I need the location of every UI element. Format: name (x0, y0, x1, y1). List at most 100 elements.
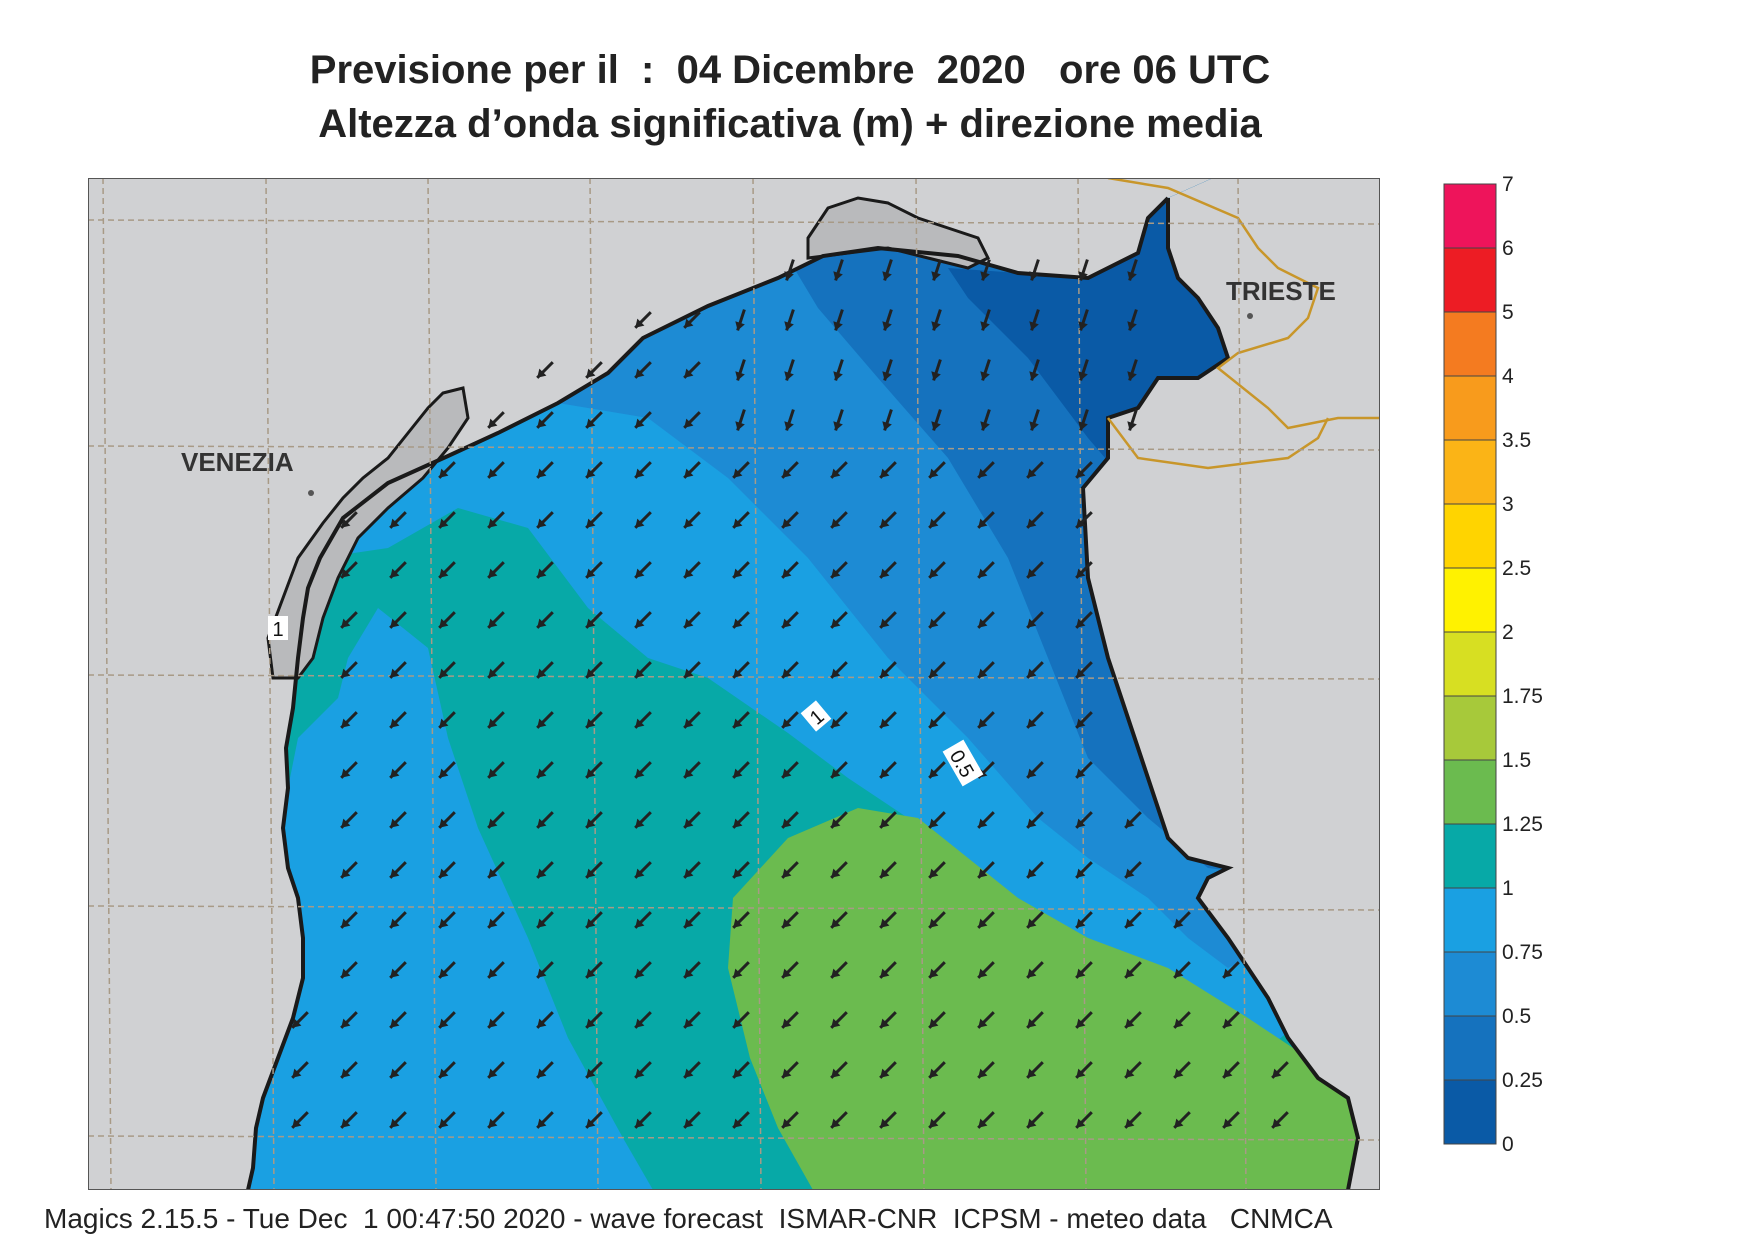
title-line-1: Previsione per il : 04 Dicembre 2020 ore… (309, 48, 1271, 92)
wave-arrow (340, 511, 358, 529)
wave-arrow (1026, 611, 1044, 629)
wave-arrow (1075, 661, 1093, 679)
wave-arrow (1029, 409, 1040, 431)
coastline-east (1080, 198, 1361, 1190)
wave-arrow (389, 811, 407, 829)
legend-tick-label: 4 (1502, 365, 1514, 388)
wave-arrow (1075, 1011, 1093, 1029)
wave-arrow (928, 711, 946, 729)
legend-tick-label: 2.5 (1502, 557, 1531, 580)
wave-arrow (1271, 1061, 1289, 1079)
wave-arrow (585, 861, 603, 879)
wave-arrow (536, 361, 554, 379)
wave-arrow (389, 611, 407, 629)
wave-arrow (1075, 1061, 1093, 1079)
legend-swatch (1443, 567, 1497, 633)
legend-swatch (1443, 823, 1497, 889)
wave-arrow (928, 811, 946, 829)
wave-arrow (1075, 911, 1093, 929)
contour-label-west: 1 (268, 616, 288, 641)
legend-swatch (1443, 375, 1497, 441)
legend-swatch (1443, 695, 1497, 761)
band-1.25-1.5 (728, 808, 1380, 1190)
wave-arrow (732, 1111, 750, 1129)
wave-arrow (1075, 961, 1093, 979)
wave-height-map: 1 1 0.5 VENEZIA TRIESTE (88, 178, 1380, 1190)
wave-arrow (1026, 911, 1044, 929)
wave-arrow (1127, 409, 1138, 431)
wave-arrow (634, 561, 652, 579)
wave-arrow (634, 1111, 652, 1129)
wave-arrow (977, 861, 995, 879)
wave-arrow (1029, 359, 1040, 381)
wave-arrow (585, 411, 603, 429)
wave-arrow (1271, 1111, 1289, 1129)
wave-arrow (1127, 259, 1138, 281)
wave-arrow (931, 309, 942, 331)
wave-arrow (879, 911, 897, 929)
wave-arrow (536, 661, 554, 679)
map-frame (88, 178, 1380, 1190)
graticule-meridian (1237, 178, 1247, 1190)
wave-arrow (438, 811, 456, 829)
wave-arrow (1124, 811, 1142, 829)
wave-arrow (879, 1111, 897, 1129)
wave-arrow (879, 1011, 897, 1029)
wave-arrow (487, 1061, 505, 1079)
wave-arrow (683, 411, 701, 429)
wave-arrow (977, 1011, 995, 1029)
wave-arrow (634, 711, 652, 729)
wave-arrow (781, 911, 799, 929)
wave-arrow (732, 511, 750, 529)
wave-arrow (683, 1011, 701, 1029)
wave-arrow (1222, 1011, 1240, 1029)
wave-arrow (389, 1111, 407, 1129)
wave-arrow (340, 961, 358, 979)
wave-arrow (536, 1011, 554, 1029)
wave-arrow (634, 811, 652, 829)
wave-arrow (438, 1011, 456, 1029)
wave-arrow (683, 911, 701, 929)
wave-arrow (585, 761, 603, 779)
wave-arrow (781, 761, 799, 779)
wave-arrow (1075, 611, 1093, 629)
title-line-2: Altezza d’onda significativa (m) + direz… (318, 102, 1262, 146)
wave-arrow (536, 411, 554, 429)
wave-arrow (340, 1011, 358, 1029)
wave-arrow (781, 561, 799, 579)
wave-arrow (781, 1061, 799, 1079)
wave-arrow (438, 611, 456, 629)
wave-arrow (389, 561, 407, 579)
wave-arrow (732, 711, 750, 729)
wave-arrow (735, 409, 746, 431)
wave-arrow (389, 511, 407, 529)
wave-arrow (536, 861, 554, 879)
wave-arrow (928, 1061, 946, 1079)
wave-arrow (879, 861, 897, 879)
graticule-meridian (752, 178, 762, 1190)
land-northeast (1083, 178, 1380, 1190)
legend-swatch (1443, 183, 1497, 249)
wave-arrow (882, 409, 893, 431)
wave-arrow (1124, 861, 1142, 879)
wave-arrow (487, 411, 505, 429)
wave-arrow (536, 1061, 554, 1079)
wave-arrow (1124, 1061, 1142, 1079)
wave-arrow (1124, 1111, 1142, 1129)
wave-arrow (683, 561, 701, 579)
wave-arrow (735, 359, 746, 381)
wave-direction-arrows (291, 259, 1289, 1129)
wave-arrow (585, 1111, 603, 1129)
wave-arrow (781, 711, 799, 729)
wave-arrow (291, 1061, 309, 1079)
wave-arrow (732, 561, 750, 579)
wave-arrow (732, 1061, 750, 1079)
legend-tick-label: 7 (1502, 176, 1514, 196)
wave-arrow (732, 461, 750, 479)
wave-arrow (683, 1111, 701, 1129)
wave-arrow (980, 359, 991, 381)
colour-scale-legend: 0 0.25 0.5 0.75 1 1.25 1.5 1.75 2 2.5 3 3.5 4 5 6 7 (1443, 176, 1543, 1156)
legend-tick-label: 1 (1502, 877, 1514, 900)
wave-arrow (536, 711, 554, 729)
wave-arrow (977, 1061, 995, 1079)
